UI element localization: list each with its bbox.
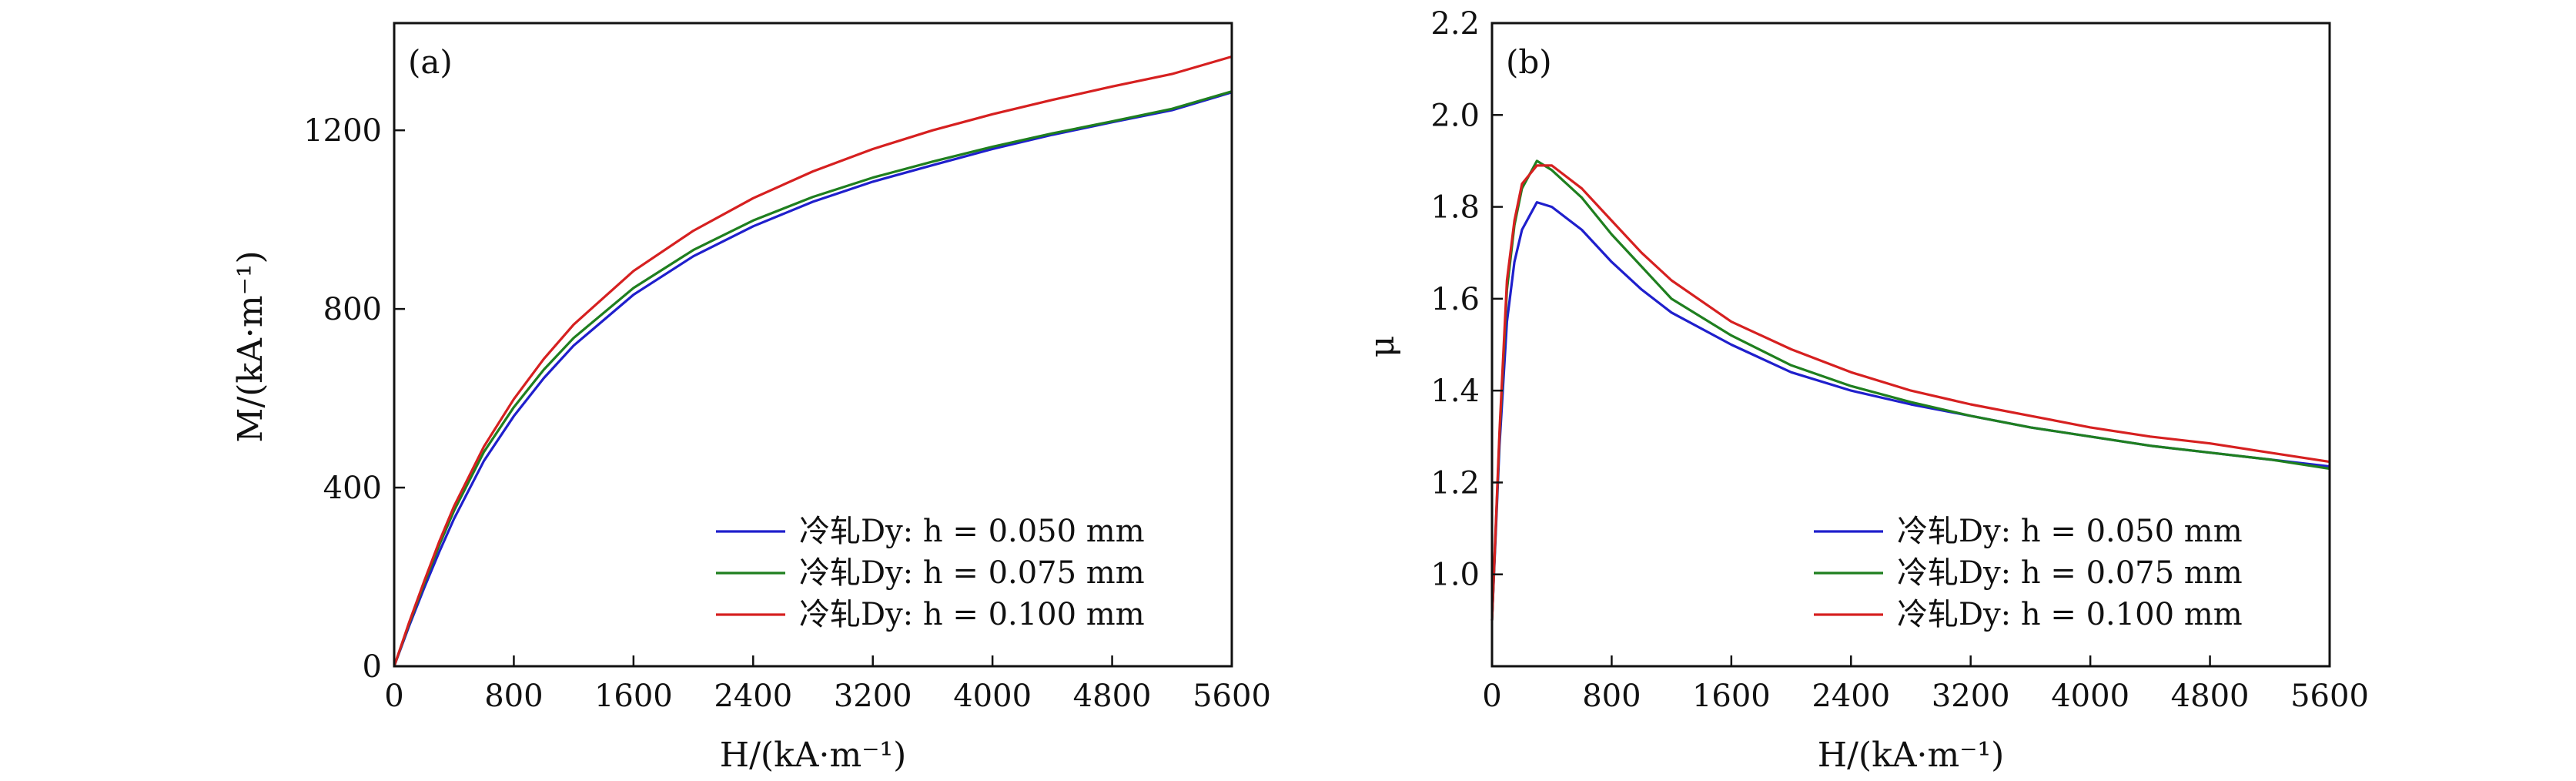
panel-b-xtick-label: 3200 bbox=[1932, 679, 2010, 714]
panel-b-ytick-label: 1.2 bbox=[1430, 465, 1480, 501]
panel-b-ytick-label: 1.4 bbox=[1430, 374, 1480, 409]
panel-a-series-line-green bbox=[393, 90, 1233, 667]
panel-a-xtick-label: 3200 bbox=[834, 679, 912, 714]
panel-b-xtick-label: 5600 bbox=[2290, 679, 2369, 714]
panel-a-xtick-label: 800 bbox=[484, 679, 543, 714]
panel-a-legend-label: 冷轧Dy: h = 0.075 mm bbox=[799, 555, 1145, 591]
panel-b-ytick-label: 2.2 bbox=[1430, 6, 1480, 42]
panel-a-ytick-label: 1200 bbox=[303, 113, 382, 149]
panel-a-series-line-blue bbox=[393, 91, 1233, 667]
panel-b-frame bbox=[1490, 22, 2331, 668]
panel-a: 0 800 1600 2400 3200 4000 4800 560004008001200 … bbox=[231, 22, 1271, 775]
panel-b-series-line-red bbox=[1490, 164, 2330, 621]
panel-a-xtick-label: 4800 bbox=[1073, 679, 1152, 714]
panel-b-xtick-label: 4000 bbox=[2051, 679, 2129, 714]
panel-a-tag: (a) bbox=[408, 43, 453, 81]
panel-a-ytick-label: 400 bbox=[323, 471, 382, 506]
panel-b: 0 800 1600 2400 3200 4000 4800 5600 1.0 1.2 1.4 1.6… bbox=[1363, 6, 2369, 775]
panel-a-series-line-red bbox=[393, 55, 1233, 667]
panel-a-xtick-label: 1600 bbox=[594, 679, 673, 714]
panel-a-xtick-label: 5600 bbox=[1193, 679, 1271, 714]
panel-b-xlabel: H/(kA·m⁻¹) bbox=[1818, 736, 2005, 775]
panel-b-xtick-label: 800 bbox=[1582, 679, 1641, 714]
panel-b-legend-label: 冷轧Dy: h = 0.050 mm bbox=[1897, 514, 2243, 549]
panel-b-xtick-label: 2400 bbox=[1812, 679, 1890, 714]
panel-b-tag: (b) bbox=[1506, 43, 1552, 81]
panel-b-legend-label: 冷轧Dy: h = 0.100 mm bbox=[1897, 597, 2243, 632]
panel-a-legend-label: 冷轧Dy: h = 0.050 mm bbox=[799, 514, 1145, 549]
panel-b-ytick-label: 1.6 bbox=[1430, 282, 1480, 317]
panel-a-frame bbox=[393, 22, 1233, 668]
panel-b-ytick-label: 1.0 bbox=[1430, 558, 1480, 593]
panel-a-xtick-label: 2400 bbox=[714, 679, 792, 714]
panel-b-legend-label: 冷轧Dy: h = 0.075 mm bbox=[1897, 555, 2243, 591]
panel-a-ytick-label: 0 bbox=[363, 649, 382, 685]
panel-b-ylabel: μ bbox=[1363, 336, 1402, 358]
panel-b-xtick-label: 0 bbox=[1482, 679, 1501, 714]
panel-b-xtick-label: 4800 bbox=[2171, 679, 2250, 714]
panel-a-xlabel: H/(kA·m⁻¹) bbox=[720, 736, 907, 775]
panel-a-xtick-label: 4000 bbox=[953, 679, 1032, 714]
panel-a-ylabel: M/(kA·m⁻¹) bbox=[231, 250, 270, 442]
panel-a-legend-label: 冷轧Dy: h = 0.100 mm bbox=[799, 597, 1145, 632]
panel-b-ytick-label: 1.8 bbox=[1430, 190, 1480, 226]
panel-a-ytick-label: 800 bbox=[323, 292, 382, 327]
panel-b-xtick-label: 1600 bbox=[1692, 679, 1771, 714]
panel-a-xtick-label: 0 bbox=[384, 679, 403, 714]
panel-b-ytick-label: 2.0 bbox=[1430, 98, 1480, 133]
